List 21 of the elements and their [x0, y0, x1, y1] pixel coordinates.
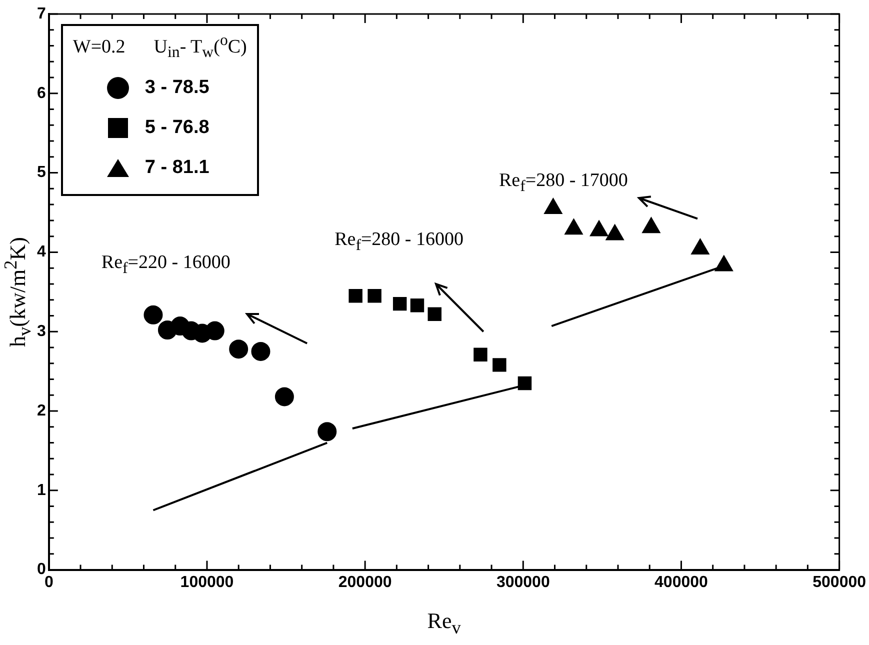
annotation: Re$_{f}$=220 - 16000: [101, 252, 230, 278]
y-tick-label: 0: [36, 561, 46, 578]
y-tick-label: 2: [36, 402, 46, 420]
x-tick-label: 100000: [180, 574, 234, 591]
y-tick-label: 4: [36, 244, 46, 261]
y-tick-label: 7: [36, 5, 46, 22]
legend-title: W=0.2 U$_{in}$- T$_{w}$($^{o}$C): [72, 32, 247, 62]
legend-label: 5 - 76.8: [144, 117, 210, 140]
x-tick-label: 300000: [496, 574, 550, 591]
y-tick-label: 5: [36, 164, 46, 182]
x-tick-label: 500000: [812, 574, 866, 591]
annotation: Re$_{f}$=280 - 16000: [334, 230, 464, 256]
x-tick-label: 400000: [654, 574, 708, 591]
y-tick-label: 3: [36, 323, 46, 340]
legend-label: 3 - 78.5: [144, 77, 210, 100]
x-axis-title: Re$_{v}$: [427, 608, 461, 638]
x-tick-label: 200000: [338, 574, 392, 591]
legend-label: 7 - 81.1: [144, 157, 210, 180]
y-tick-label: 1: [36, 482, 46, 499]
annotation: Re$_{f}$=280 - 17000: [498, 170, 628, 196]
y-tick-label: 6: [36, 84, 46, 102]
